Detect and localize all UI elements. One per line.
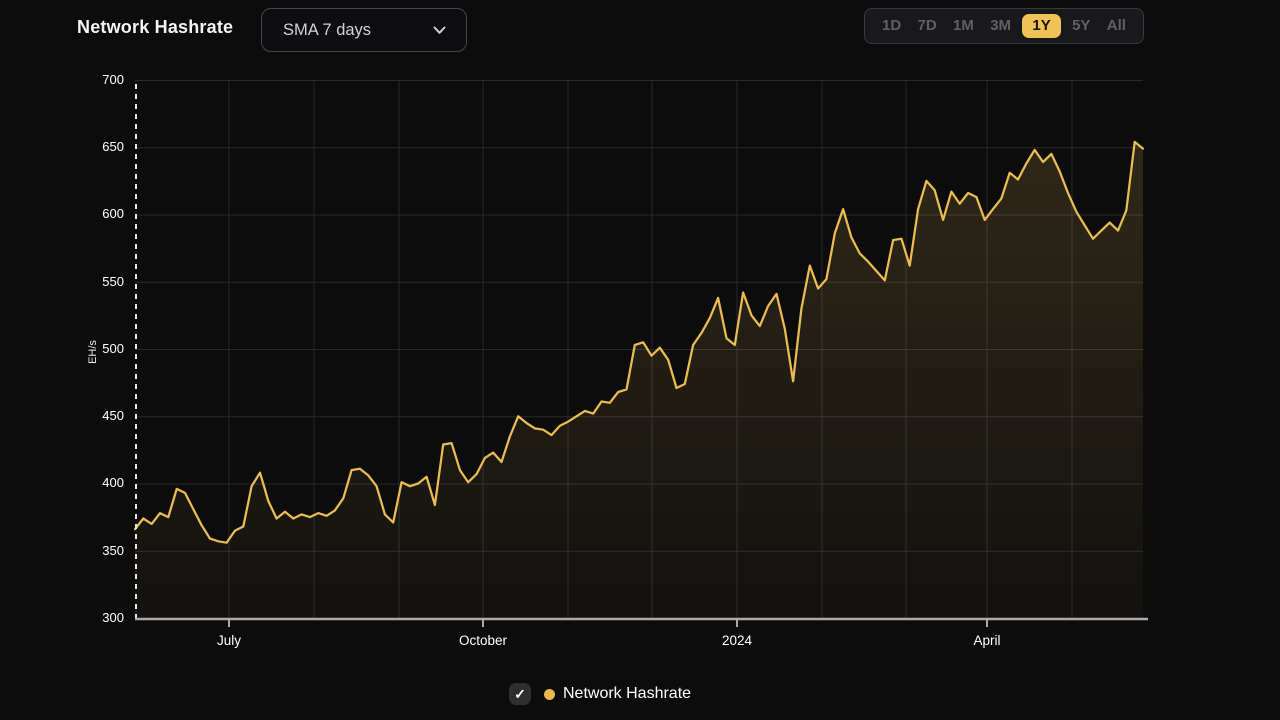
range-button-5y[interactable]: 5Y	[1067, 14, 1095, 38]
y-axis-tick-label: 500	[102, 341, 124, 356]
sma-dropdown[interactable]: SMA 7 days	[261, 8, 467, 52]
range-button-3m[interactable]: 3M	[985, 14, 1016, 38]
legend-checkbox[interactable]: ✓	[509, 683, 531, 705]
range-button-1y-selected[interactable]: 1Y	[1022, 14, 1061, 38]
range-button-1d[interactable]: 1D	[877, 14, 906, 38]
hashrate-chart-plot-area[interactable]	[133, 80, 1148, 627]
checkmark-icon: ✓	[514, 685, 526, 702]
y-axis-tick-label: 550	[102, 274, 124, 289]
y-axis-unit-label: EH/s	[87, 340, 99, 364]
y-axis-tick-label: 700	[102, 72, 124, 87]
y-axis-tick-label: 650	[102, 139, 124, 154]
x-axis-tick-label: April	[973, 633, 1001, 648]
sma-dropdown-value: SMA 7 days	[283, 20, 372, 39]
legend-series-dot	[544, 688, 555, 700]
y-axis-tick-label: 450	[102, 408, 124, 423]
y-axis-tick-label: 300	[102, 610, 124, 625]
x-axis-tick-label: July	[216, 633, 241, 648]
x-axis-tick-label: 2024	[721, 633, 753, 648]
y-axis-tick-label: 600	[102, 206, 124, 221]
x-axis-tick-label: October	[458, 633, 508, 648]
range-button-1m[interactable]: 1M	[948, 14, 979, 38]
range-button-all[interactable]: All	[1102, 14, 1131, 38]
legend-item-network-hashrate[interactable]: ✓ Network Hashrate	[509, 683, 691, 705]
legend-series-label: Network Hashrate	[563, 685, 692, 702]
range-button-7d[interactable]: 7D	[913, 14, 942, 38]
chevron-down-icon	[433, 26, 446, 35]
y-axis-tick-label: 400	[102, 475, 124, 490]
range-selector: 1D 7D 1M 3M 1Y 5Y All	[864, 8, 1144, 44]
y-axis-tick-label: 350	[102, 543, 124, 558]
page-title: Network Hashrate	[77, 17, 234, 37]
